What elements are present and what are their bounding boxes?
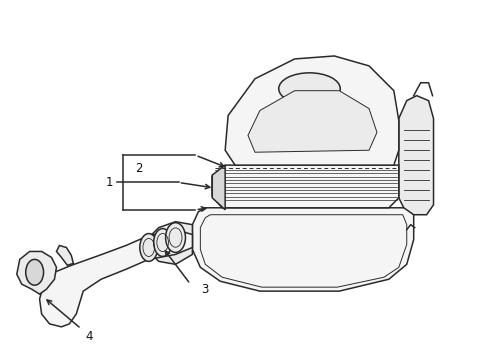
Ellipse shape [279,73,340,105]
Polygon shape [399,96,434,215]
Polygon shape [40,235,159,327]
Polygon shape [149,222,193,264]
Polygon shape [149,230,193,260]
Ellipse shape [140,234,158,261]
Polygon shape [212,165,225,210]
Ellipse shape [154,229,172,256]
Text: 4: 4 [85,330,93,343]
Polygon shape [193,208,414,291]
Polygon shape [56,246,74,265]
Ellipse shape [166,223,185,252]
Polygon shape [17,251,56,294]
Polygon shape [212,165,399,208]
Polygon shape [248,91,377,152]
Polygon shape [225,56,399,165]
Polygon shape [212,176,222,208]
Text: 1: 1 [105,176,113,189]
Text: 2: 2 [135,162,143,175]
Ellipse shape [25,260,44,285]
Text: 3: 3 [201,283,209,296]
